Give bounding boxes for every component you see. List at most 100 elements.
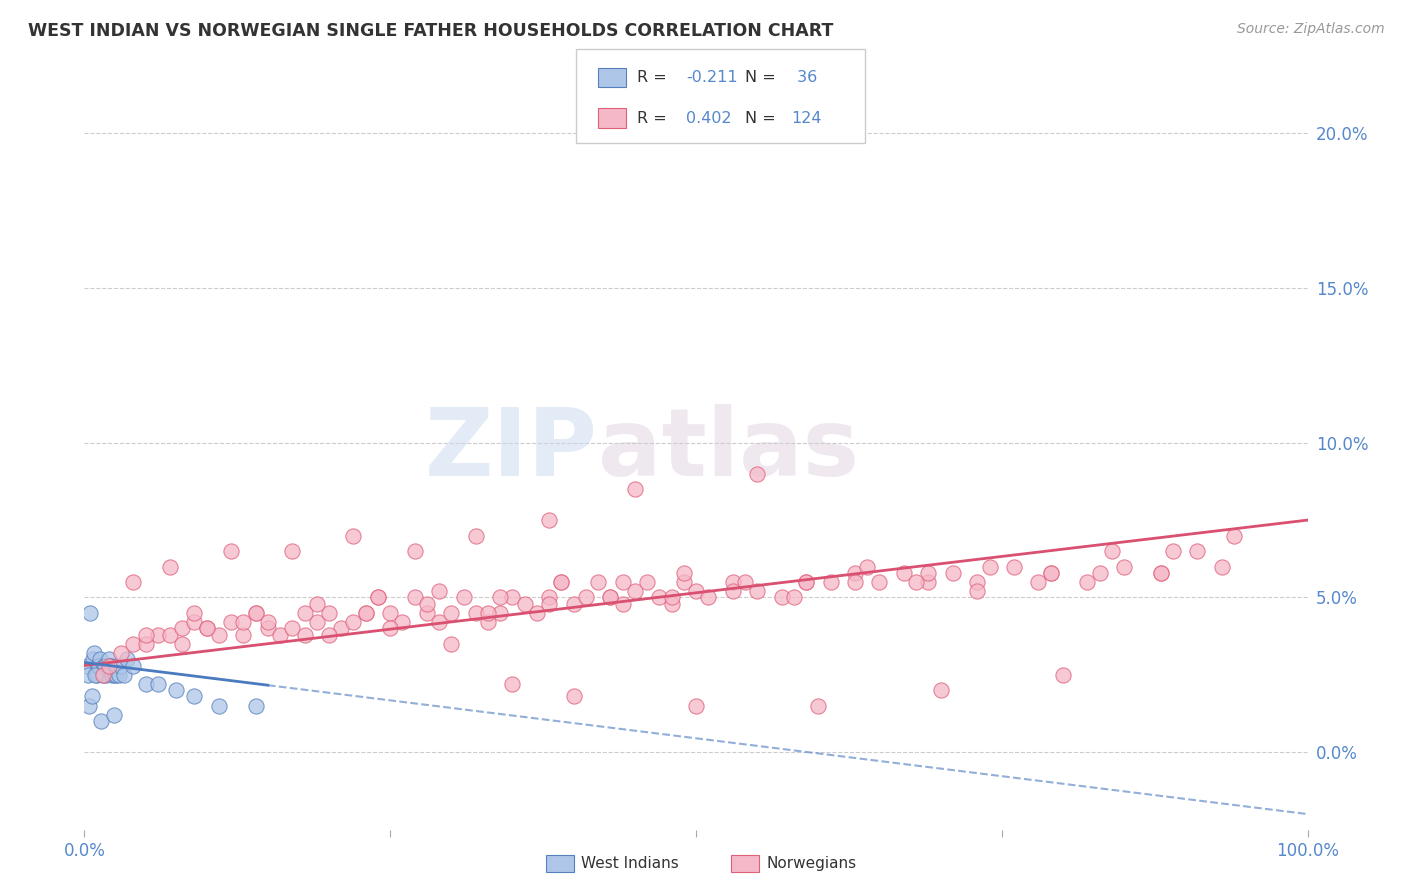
Point xyxy=(122,637,145,651)
Point xyxy=(770,591,793,605)
Point xyxy=(135,627,157,641)
Point xyxy=(807,698,830,713)
Point xyxy=(107,668,129,682)
Point xyxy=(502,677,524,691)
Point xyxy=(917,566,939,580)
Point xyxy=(380,606,402,620)
Point xyxy=(112,668,135,682)
Point xyxy=(844,566,866,580)
Point xyxy=(135,637,157,651)
Point xyxy=(172,621,194,635)
Point xyxy=(942,566,965,580)
Point xyxy=(122,658,145,673)
Point xyxy=(1211,559,1233,574)
Text: 0.402: 0.402 xyxy=(686,111,731,126)
Point xyxy=(232,627,254,641)
Point xyxy=(905,574,928,589)
Point xyxy=(513,597,536,611)
Point xyxy=(648,591,671,605)
Point xyxy=(89,652,111,666)
Text: Norwegians: Norwegians xyxy=(766,856,856,871)
Point xyxy=(122,574,145,589)
Point xyxy=(489,591,512,605)
Point xyxy=(219,544,242,558)
Point xyxy=(103,708,125,723)
Point xyxy=(305,615,328,630)
Text: -0.211: -0.211 xyxy=(686,70,738,85)
Point xyxy=(79,606,101,620)
Point xyxy=(208,698,231,713)
Point xyxy=(453,591,475,605)
Point xyxy=(697,591,720,605)
Point xyxy=(1223,528,1246,542)
Point xyxy=(416,597,439,611)
Point xyxy=(195,621,218,635)
Point xyxy=(979,559,1001,574)
Point xyxy=(1101,544,1123,558)
Text: R =: R = xyxy=(637,70,672,85)
Point xyxy=(562,690,585,704)
Point xyxy=(183,615,205,630)
Point xyxy=(464,606,486,620)
Point xyxy=(165,683,187,698)
Point xyxy=(820,574,842,589)
Point xyxy=(917,574,939,589)
Point xyxy=(98,658,121,673)
Point xyxy=(354,606,377,620)
Point xyxy=(721,584,744,599)
Point xyxy=(1028,574,1050,589)
Text: 36: 36 xyxy=(792,70,817,85)
Point xyxy=(672,566,695,580)
Point xyxy=(1052,668,1074,682)
Point xyxy=(195,621,218,635)
Point xyxy=(464,528,486,542)
Text: WEST INDIAN VS NORWEGIAN SINGLE FATHER HOUSEHOLDS CORRELATION CHART: WEST INDIAN VS NORWEGIAN SINGLE FATHER H… xyxy=(28,22,834,40)
Point xyxy=(721,574,744,589)
Point xyxy=(685,698,707,713)
Point xyxy=(110,646,132,660)
Point xyxy=(586,574,609,589)
Point xyxy=(318,627,340,641)
Point xyxy=(87,658,110,673)
Point xyxy=(966,574,988,589)
Point xyxy=(624,584,647,599)
Point xyxy=(115,652,138,666)
Point xyxy=(526,606,548,620)
Point xyxy=(84,668,107,682)
Point xyxy=(477,606,499,620)
Point xyxy=(219,615,242,630)
Point xyxy=(91,668,114,682)
Point xyxy=(97,652,120,666)
Point xyxy=(929,683,952,698)
Text: Source: ZipAtlas.com: Source: ZipAtlas.com xyxy=(1237,22,1385,37)
Point xyxy=(77,668,100,682)
Point xyxy=(245,606,267,620)
Point xyxy=(1039,566,1062,580)
Point xyxy=(82,652,104,666)
Point xyxy=(354,606,377,620)
Text: ZIP: ZIP xyxy=(425,404,598,497)
Point xyxy=(440,637,463,651)
Point xyxy=(91,668,114,682)
Point xyxy=(502,591,524,605)
Point xyxy=(1076,574,1098,589)
Point xyxy=(612,574,634,589)
Point xyxy=(416,606,439,620)
Point xyxy=(146,677,169,691)
Point xyxy=(538,513,561,527)
Point xyxy=(489,606,512,620)
Point xyxy=(893,566,915,580)
Point xyxy=(257,615,280,630)
Point xyxy=(404,544,426,558)
Point xyxy=(1002,559,1025,574)
Point xyxy=(318,606,340,620)
Point xyxy=(550,574,572,589)
Point xyxy=(869,574,891,589)
Point xyxy=(245,698,267,713)
Point xyxy=(661,591,683,605)
Point xyxy=(257,621,280,635)
Text: 124: 124 xyxy=(792,111,823,126)
Point xyxy=(747,584,769,599)
Point xyxy=(966,584,988,599)
Point xyxy=(100,658,122,673)
